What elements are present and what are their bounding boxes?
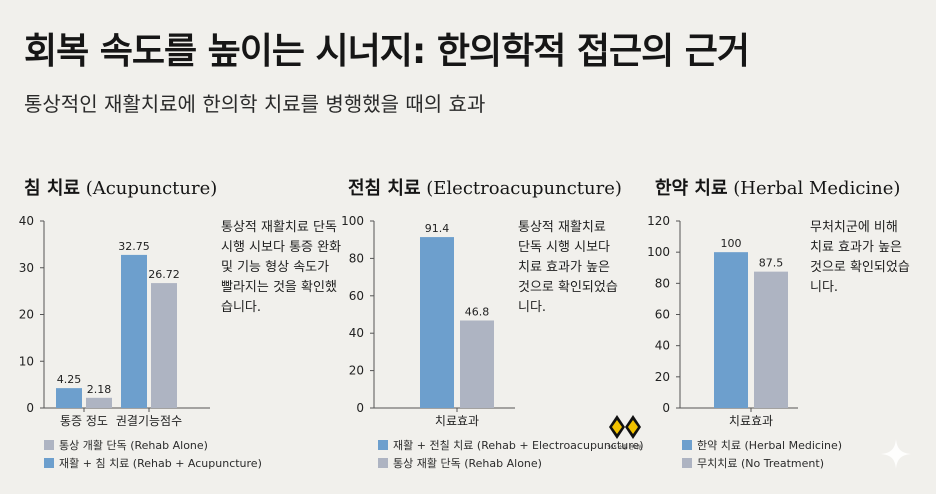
legend-label: 통상 재활 단독 (Rehab Alone)	[393, 457, 542, 470]
y-tick-label: 80	[349, 251, 364, 265]
legend-item-rehab-electroacupuncture: 재활 + 전칠 치료 (Rehab + Electroacupuncture)	[378, 436, 644, 454]
brand-text: 365 소통 한의원	[607, 445, 643, 451]
x-tick-label: 치료효과	[435, 414, 479, 428]
y-tick-label: 60	[655, 308, 670, 322]
y-tick-label: 20	[655, 370, 670, 384]
herbal-bar-chart: 0 20 40 60 80 100 120 100 87.5 치료효과	[647, 214, 798, 428]
bar-value-label: 4.25	[57, 373, 82, 386]
bar-value-label: 91.4	[425, 222, 450, 235]
herbal-legend: 한약 치료 (Herbal Medicine) 무치치료 (No Treatme…	[682, 436, 842, 472]
legend-label: 재활 + 전칠 치료 (Rehab + Electroacupuncture)	[393, 439, 644, 452]
panel-title-ko: 전침 치료	[348, 178, 421, 199]
bar	[121, 254, 147, 408]
bar-value-label: 26.72	[148, 268, 180, 281]
bar-value-label: 2.18	[87, 383, 112, 396]
legend-label: 재활 + 침 치료 (Rehab + Acupuncture)	[59, 457, 262, 470]
legend-label: 통상 개활 단독 (Rehab Alone)	[59, 439, 208, 452]
y-tick-label: 0	[662, 401, 670, 415]
acupuncture-legend: 통상 개활 단독 (Rehab Alone) 재활 + 침 치료 (Rehab …	[44, 436, 262, 472]
y-tick-label: 60	[349, 289, 364, 303]
panel-title-acupuncture: 침 치료 (Acupuncture)	[24, 174, 217, 200]
panel-title-herbal: 한약 치료 (Herbal Medicine)	[655, 174, 900, 200]
sparkle-icon	[881, 439, 911, 469]
bar-value-label: 32.75	[118, 240, 150, 253]
bar	[56, 388, 82, 408]
bar	[714, 252, 748, 408]
x-tick-label: 통증 정도	[60, 414, 108, 428]
y-tick-label: 40	[19, 214, 34, 228]
y-tick-label: 20	[349, 364, 364, 378]
diamond-logo-icon	[609, 415, 641, 439]
acupuncture-bar-chart: 0 10 20 30 40 4.25 2.18 통증 정도 32.75 26.72 권결기능점수	[19, 214, 210, 428]
bar-value-label: 100	[721, 237, 742, 250]
legend-label: 무치치료 (No Treatment)	[697, 457, 824, 470]
legend-swatch	[378, 458, 388, 468]
legend-item-no-treatment: 무치치료 (No Treatment)	[682, 454, 842, 472]
bar	[754, 271, 788, 408]
legend-swatch	[44, 458, 54, 468]
legend-swatch	[682, 440, 692, 450]
panel-title-en: (Acupuncture)	[85, 178, 218, 199]
page-subtitle: 통상적인 재활치료에 한의학 치료를 병행했을 때의 효과	[24, 92, 486, 116]
electroacupuncture-note: 통상적 재활치료 단독 시행 시보다 치료 효과가 높은 것으로 확인되었습니다…	[518, 220, 618, 315]
bar	[151, 283, 177, 408]
y-tick-label: 10	[19, 354, 34, 368]
y-tick-label: 100	[647, 245, 670, 259]
legend-swatch	[44, 440, 54, 450]
legend-item-rehab-alone: 통상 개활 단독 (Rehab Alone)	[44, 436, 262, 454]
legend-item-rehab-alone: 통상 재활 단독 (Rehab Alone)	[378, 454, 644, 472]
legend-swatch	[378, 440, 388, 450]
bar	[460, 320, 494, 408]
y-tick-label: 20	[19, 308, 34, 322]
x-tick-label: 치료효과	[729, 414, 773, 428]
x-tick-label: 권결기능점수	[116, 414, 182, 428]
y-tick-label: 0	[356, 401, 364, 415]
y-tick-label: 40	[655, 339, 670, 353]
herbal-note: 무처치군에 비해 치료 효과가 높은 것으로 확인되었습니다.	[810, 220, 910, 295]
bar-value-label: 46.8	[465, 305, 490, 318]
y-tick-label: 100	[341, 214, 364, 228]
electroacupuncture-bar-chart: 0 20 40 60 80 100 91.4 46.8 치료효과	[341, 214, 515, 428]
y-tick-label: 40	[349, 326, 364, 340]
acupuncture-note: 통상적 재활치료 단독 시행 시보다 통증 완화 및 기능 형상 속도가 빨라지…	[221, 220, 342, 315]
panel-title-electroacupuncture: 전침 치료 (Electroacupuncture)	[348, 174, 622, 200]
y-tick-label: 80	[655, 276, 670, 290]
brand-logo: 365 소통 한의원	[604, 414, 646, 452]
electroacupuncture-legend: 재활 + 전칠 치료 (Rehab + Electroacupuncture) …	[378, 436, 644, 472]
legend-swatch	[682, 458, 692, 468]
bar-value-label: 87.5	[759, 257, 784, 270]
bar	[86, 397, 112, 408]
legend-label: 한약 치료 (Herbal Medicine)	[697, 439, 843, 452]
legend-item-rehab-acupuncture: 재활 + 침 치료 (Rehab + Acupuncture)	[44, 454, 262, 472]
y-tick-label: 0	[26, 401, 34, 415]
page-title: 회복 속도를 높이는 시너지: 한의학적 접근의 근거	[24, 31, 750, 72]
bar	[420, 237, 454, 408]
y-tick-label: 30	[19, 261, 34, 275]
legend-item-herbal: 한약 치료 (Herbal Medicine)	[682, 436, 842, 454]
panel-title-ko: 침 치료	[24, 178, 80, 199]
panel-title-en: (Herbal Medicine)	[733, 178, 901, 199]
panel-title-en: (Electroacupuncture)	[426, 178, 622, 199]
panel-title-ko: 한약 치료	[655, 178, 728, 199]
y-tick-label: 120	[647, 214, 670, 228]
